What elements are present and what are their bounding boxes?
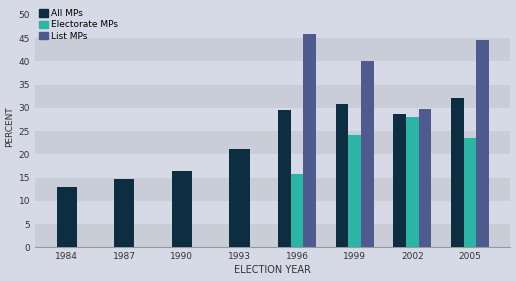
Bar	[303, 34, 316, 247]
Bar	[336, 104, 348, 247]
Bar	[57, 187, 77, 247]
Bar	[361, 61, 374, 247]
Bar	[35, 61, 510, 85]
Bar	[35, 15, 510, 38]
Bar	[406, 117, 418, 247]
Bar	[172, 171, 192, 247]
Bar	[418, 109, 431, 247]
Bar	[35, 178, 510, 201]
X-axis label: ELECTION YEAR: ELECTION YEAR	[234, 266, 311, 275]
Bar	[35, 154, 510, 178]
Bar	[114, 179, 135, 247]
Bar	[35, 131, 510, 154]
Bar	[451, 98, 463, 247]
Bar	[35, 85, 510, 108]
Bar	[463, 138, 476, 247]
Bar	[35, 38, 510, 61]
Bar	[35, 108, 510, 131]
Bar	[476, 40, 489, 247]
Legend: All MPs, Electorate MPs, List MPs: All MPs, Electorate MPs, List MPs	[37, 7, 120, 42]
Bar	[348, 135, 361, 247]
Bar	[35, 201, 510, 224]
Bar	[35, 224, 510, 247]
Bar	[291, 175, 303, 247]
Bar	[230, 149, 250, 247]
Bar	[393, 114, 406, 247]
Y-axis label: PERCENT: PERCENT	[6, 106, 14, 147]
Bar	[278, 110, 291, 247]
